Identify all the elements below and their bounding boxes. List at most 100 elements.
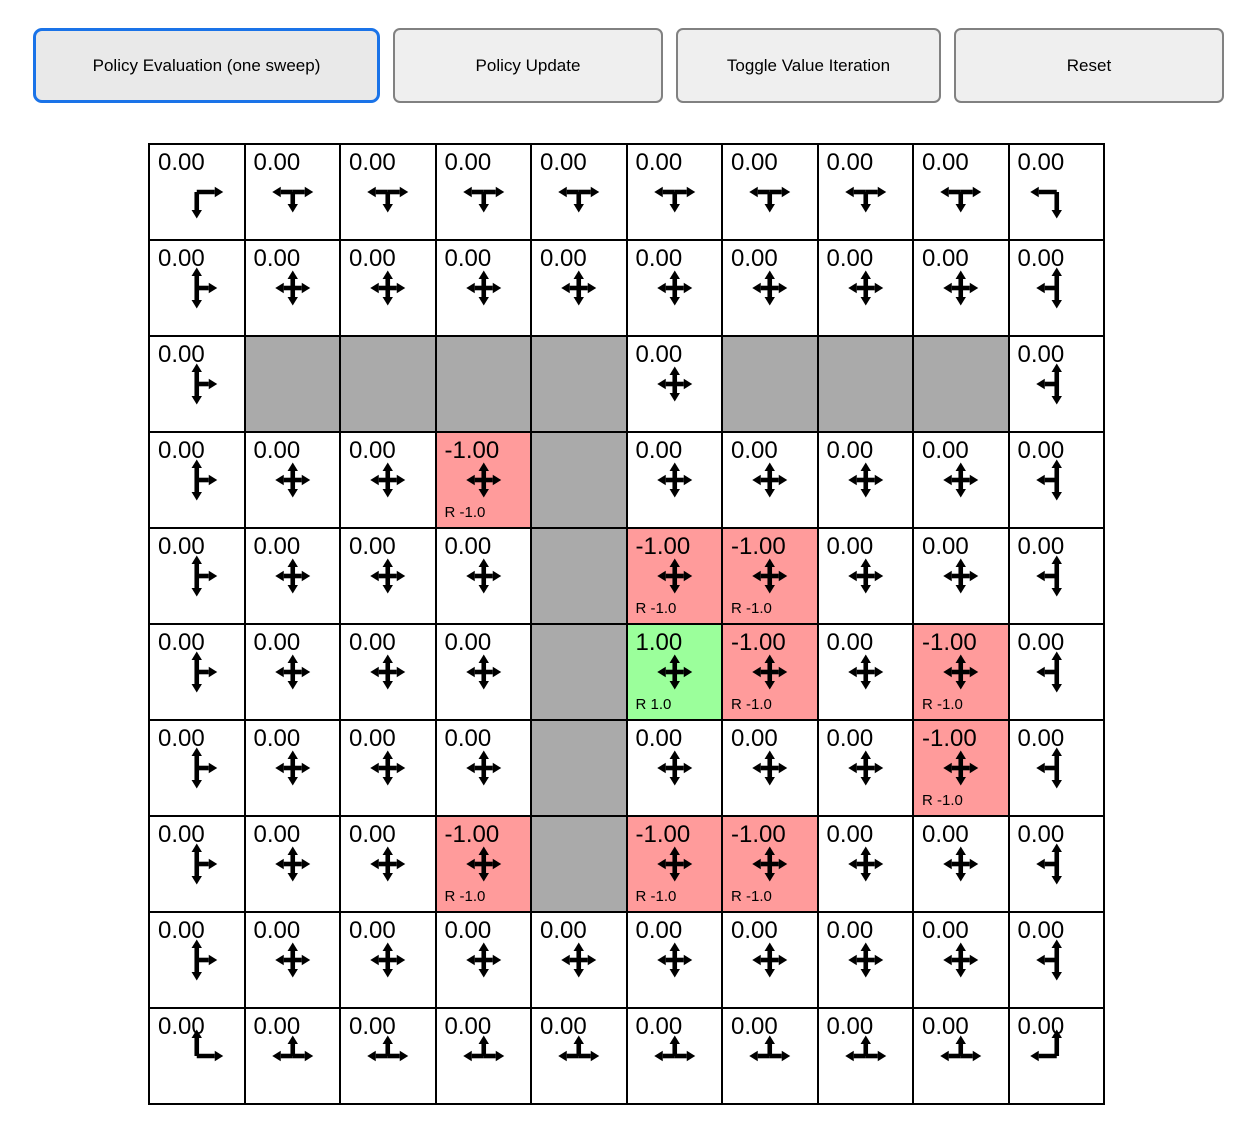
grid-cell-r7c8[interactable]: 0.00	[912, 815, 1008, 911]
grid-cell-r6c2[interactable]: 0.00	[339, 719, 435, 815]
policy-evaluation-button[interactable]: Policy Evaluation (one sweep)	[33, 28, 380, 103]
grid-cell-r8c1[interactable]: 0.00	[243, 911, 339, 1007]
grid-cell-r7c2[interactable]: 0.00	[339, 815, 435, 911]
grid-cell-r0c9[interactable]: 0.00	[1007, 143, 1103, 239]
grid-cell-r1c7[interactable]: 0.00	[816, 239, 912, 335]
grid-cell-r3c9[interactable]: 0.00	[1007, 431, 1103, 527]
grid-cell-r3c7[interactable]: 0.00	[816, 431, 912, 527]
grid-cell-r1c9[interactable]: 0.00	[1007, 239, 1103, 335]
grid-cell-r8c9[interactable]: 0.00	[1007, 911, 1103, 1007]
grid-cell-r6c6[interactable]: 0.00	[721, 719, 817, 815]
grid-cell-r4c9[interactable]: 0.00	[1007, 527, 1103, 623]
grid-cell-r5c7[interactable]: 0.00	[816, 623, 912, 719]
grid-cell-r7c1[interactable]: 0.00	[243, 815, 339, 911]
grid-cell-r3c0[interactable]: 0.00	[148, 431, 244, 527]
grid-cell-r8c5[interactable]: 0.00	[625, 911, 721, 1007]
grid-cell-r2c0[interactable]: 0.00	[148, 335, 244, 431]
state-value: 0.00	[826, 533, 874, 560]
grid-cell-r1c0[interactable]: 0.00	[148, 239, 244, 335]
grid-cell-r9c7[interactable]: 0.00	[816, 1007, 912, 1103]
grid-cell-r4c8[interactable]: 0.00	[912, 527, 1008, 623]
grid-cell-r1c5[interactable]: 0.00	[625, 239, 721, 335]
grid-cell-r8c8[interactable]: 0.00	[912, 911, 1008, 1007]
grid-cell-r6c3[interactable]: 0.00	[434, 719, 530, 815]
grid-cell-r0c4[interactable]: 0.00	[530, 143, 626, 239]
grid-cell-r9c9[interactable]: 0.00	[1007, 1007, 1103, 1103]
grid-cell-r3c5[interactable]: 0.00	[625, 431, 721, 527]
grid-cell-r3c6[interactable]: 0.00	[721, 431, 817, 527]
grid-cell-r6c7[interactable]: 0.00	[816, 719, 912, 815]
grid-cell-r9c6[interactable]: 0.00	[721, 1007, 817, 1103]
grid-cell-r3c2[interactable]: 0.00	[339, 431, 435, 527]
grid-cell-r9c4[interactable]: 0.00	[530, 1007, 626, 1103]
grid-cell-r2c9[interactable]: 0.00	[1007, 335, 1103, 431]
wall-cell-r2c3	[434, 335, 530, 431]
grid-cell-r8c7[interactable]: 0.00	[816, 911, 912, 1007]
grid-cell-r7c5[interactable]: -1.00 R -1.0	[625, 815, 721, 911]
grid-cell-r1c2[interactable]: 0.00	[339, 239, 435, 335]
grid-cell-r0c3[interactable]: 0.00	[434, 143, 530, 239]
grid-cell-r8c2[interactable]: 0.00	[339, 911, 435, 1007]
grid-cell-r0c7[interactable]: 0.00	[816, 143, 912, 239]
reset-button[interactable]: Reset	[954, 28, 1224, 103]
state-value: 0.00	[1017, 341, 1065, 368]
state-value: 0.00	[922, 1013, 969, 1040]
grid-cell-r3c8[interactable]: 0.00	[912, 431, 1008, 527]
grid-cell-r6c9[interactable]: 0.00	[1007, 719, 1103, 815]
grid-cell-r5c2[interactable]: 0.00	[339, 623, 435, 719]
grid-cell-r5c1[interactable]: 0.00	[243, 623, 339, 719]
grid-cell-r4c5[interactable]: -1.00 R -1.0	[625, 527, 721, 623]
grid-cell-r6c0[interactable]: 0.00	[148, 719, 244, 815]
grid-cell-r7c3[interactable]: -1.00 R -1.0	[434, 815, 530, 911]
grid-cell-r7c6[interactable]: -1.00 R -1.0	[721, 815, 817, 911]
grid-cell-r0c8[interactable]: 0.00	[912, 143, 1008, 239]
grid-cell-r0c1[interactable]: 0.00	[243, 143, 339, 239]
grid-cell-r9c1[interactable]: 0.00	[243, 1007, 339, 1103]
grid-cell-r8c4[interactable]: 0.00	[530, 911, 626, 1007]
grid-cell-r0c0[interactable]: 0.00	[148, 143, 244, 239]
grid-cell-r6c8[interactable]: -1.00 R -1.0	[912, 719, 1008, 815]
toggle-value-iteration-button[interactable]: Toggle Value Iteration	[676, 28, 941, 103]
grid-cell-r8c3[interactable]: 0.00	[434, 911, 530, 1007]
grid-cell-r0c6[interactable]: 0.00	[721, 143, 817, 239]
grid-cell-r2c5[interactable]: 0.00	[625, 335, 721, 431]
grid-cell-r5c3[interactable]: 0.00	[434, 623, 530, 719]
grid-cell-r4c3[interactable]: 0.00	[434, 527, 530, 623]
grid-cell-r9c8[interactable]: 0.00	[912, 1007, 1008, 1103]
grid-cell-r1c1[interactable]: 0.00	[243, 239, 339, 335]
grid-cell-r3c3[interactable]: -1.00 R -1.0	[434, 431, 530, 527]
grid-cell-r5c5[interactable]: 1.00 R 1.0	[625, 623, 721, 719]
grid-cell-r9c0[interactable]: 0.00	[148, 1007, 244, 1103]
grid-cell-r7c9[interactable]: 0.00	[1007, 815, 1103, 911]
grid-cell-r4c2[interactable]: 0.00	[339, 527, 435, 623]
reward-label: R -1.0	[444, 504, 486, 521]
grid-cell-r9c3[interactable]: 0.00	[434, 1007, 530, 1103]
grid-cell-r1c6[interactable]: 0.00	[721, 239, 817, 335]
grid-cell-r8c6[interactable]: 0.00	[721, 911, 817, 1007]
grid-cell-r5c9[interactable]: 0.00	[1007, 623, 1103, 719]
grid-cell-r4c6[interactable]: -1.00 R -1.0	[721, 527, 817, 623]
grid-cell-r7c0[interactable]: 0.00	[148, 815, 244, 911]
state-value: 0.00	[731, 245, 778, 272]
grid-cell-r0c2[interactable]: 0.00	[339, 143, 435, 239]
state-value: 0.00	[1017, 1013, 1065, 1040]
grid-cell-r5c0[interactable]: 0.00	[148, 623, 244, 719]
grid-cell-r9c5[interactable]: 0.00	[625, 1007, 721, 1103]
grid-cell-r0c5[interactable]: 0.00	[625, 143, 721, 239]
grid-cell-r8c0[interactable]: 0.00	[148, 911, 244, 1007]
grid-cell-r3c1[interactable]: 0.00	[243, 431, 339, 527]
grid-cell-r9c2[interactable]: 0.00	[339, 1007, 435, 1103]
grid-cell-r1c4[interactable]: 0.00	[530, 239, 626, 335]
grid-cell-r5c6[interactable]: -1.00 R -1.0	[721, 623, 817, 719]
state-value: 0.00	[731, 149, 778, 176]
grid-cell-r1c3[interactable]: 0.00	[434, 239, 530, 335]
policy-update-button[interactable]: Policy Update	[393, 28, 663, 103]
grid-cell-r4c1[interactable]: 0.00	[243, 527, 339, 623]
grid-cell-r4c7[interactable]: 0.00	[816, 527, 912, 623]
grid-cell-r1c8[interactable]: 0.00	[912, 239, 1008, 335]
grid-cell-r5c8[interactable]: -1.00 R -1.0	[912, 623, 1008, 719]
grid-cell-r6c5[interactable]: 0.00	[625, 719, 721, 815]
grid-cell-r6c1[interactable]: 0.00	[243, 719, 339, 815]
grid-cell-r4c0[interactable]: 0.00	[148, 527, 244, 623]
grid-cell-r7c7[interactable]: 0.00	[816, 815, 912, 911]
